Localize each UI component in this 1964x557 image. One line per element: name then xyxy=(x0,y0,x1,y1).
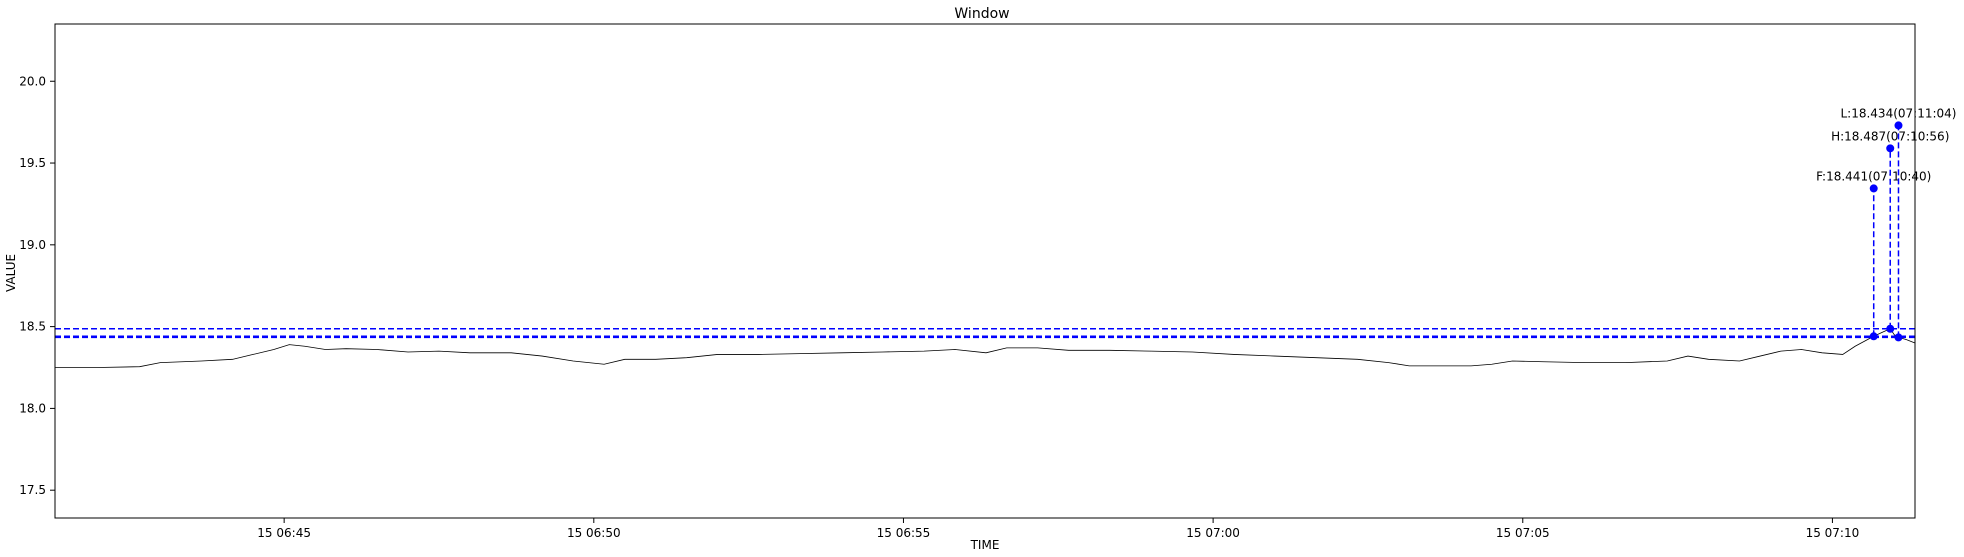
marker-label-2: L:18.434(07:11:04) xyxy=(1840,106,1956,120)
marker-top-point-0 xyxy=(1869,184,1878,193)
x-tick-label-4: 15 07:05 xyxy=(1496,526,1550,540)
x-axis-label: TIME xyxy=(970,538,1000,552)
marker-base-point-0 xyxy=(1869,332,1878,341)
marker-label-0: F:18.441(07:10:40) xyxy=(1816,169,1931,183)
marker-label-1: H:18.487(07:10:56) xyxy=(1831,129,1949,143)
marker-top-point-1 xyxy=(1886,144,1895,153)
x-tick-label-5: 15 07:10 xyxy=(1806,526,1860,540)
y-tick-label-5: 20.0 xyxy=(19,74,46,88)
y-tick-label-4: 19.5 xyxy=(19,156,46,170)
x-tick-label-2: 15 06:55 xyxy=(877,526,931,540)
series-line-0 xyxy=(55,328,1916,368)
y-axis-label: VALUE xyxy=(4,254,18,292)
chart-title: Window xyxy=(954,6,1009,22)
marker-base-point-1 xyxy=(1886,324,1895,333)
marker-top-point-2 xyxy=(1894,121,1903,130)
y-tick-label-2: 18.5 xyxy=(19,320,46,334)
annotations: F:18.441(07:10:40) H:18.487(07:10:56) L:18… xyxy=(1816,106,1956,342)
y-tick-label-1: 18.0 xyxy=(19,401,46,415)
x-tick-label-1: 15 06:50 xyxy=(567,526,621,540)
y-axis: 17.5 18.0 18.5 19.0 19.5 20.0 xyxy=(19,74,55,497)
y-tick-label-3: 19.0 xyxy=(19,238,46,252)
plot-frame xyxy=(54,23,1916,519)
y-tick-label-0: 17.5 xyxy=(19,483,46,497)
x-axis: 15 06:45 15 06:50 15 06:55 15 07:00 15 07:05… xyxy=(257,518,1859,540)
x-tick-label-3: 15 07:00 xyxy=(1186,526,1240,540)
x-tick-label-0: 15 06:45 xyxy=(257,526,311,540)
plot-area xyxy=(54,23,1916,519)
marker-base-point-2 xyxy=(1894,333,1903,342)
